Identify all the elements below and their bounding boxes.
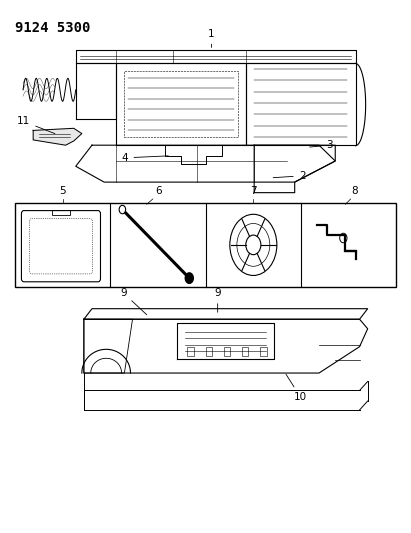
- Bar: [206, 346, 212, 356]
- Text: 6: 6: [155, 187, 162, 196]
- Polygon shape: [185, 273, 193, 284]
- Text: 8: 8: [351, 187, 358, 196]
- Text: 9124 5300: 9124 5300: [15, 21, 90, 35]
- Bar: [52, 209, 70, 215]
- Text: 7: 7: [250, 187, 256, 196]
- Circle shape: [119, 205, 126, 214]
- Bar: [242, 346, 249, 356]
- Text: 1: 1: [208, 29, 215, 47]
- Text: 5: 5: [60, 187, 66, 196]
- Bar: [15, 203, 396, 287]
- Text: 9: 9: [215, 288, 221, 312]
- Text: 11: 11: [17, 116, 55, 134]
- Text: 3: 3: [309, 140, 333, 150]
- Text: 2: 2: [273, 171, 305, 181]
- Bar: [224, 346, 230, 356]
- Polygon shape: [33, 128, 82, 145]
- Bar: [260, 346, 267, 356]
- Text: 4: 4: [122, 153, 168, 163]
- Text: 10: 10: [286, 374, 307, 402]
- Text: 9: 9: [120, 288, 147, 314]
- Bar: [187, 346, 194, 356]
